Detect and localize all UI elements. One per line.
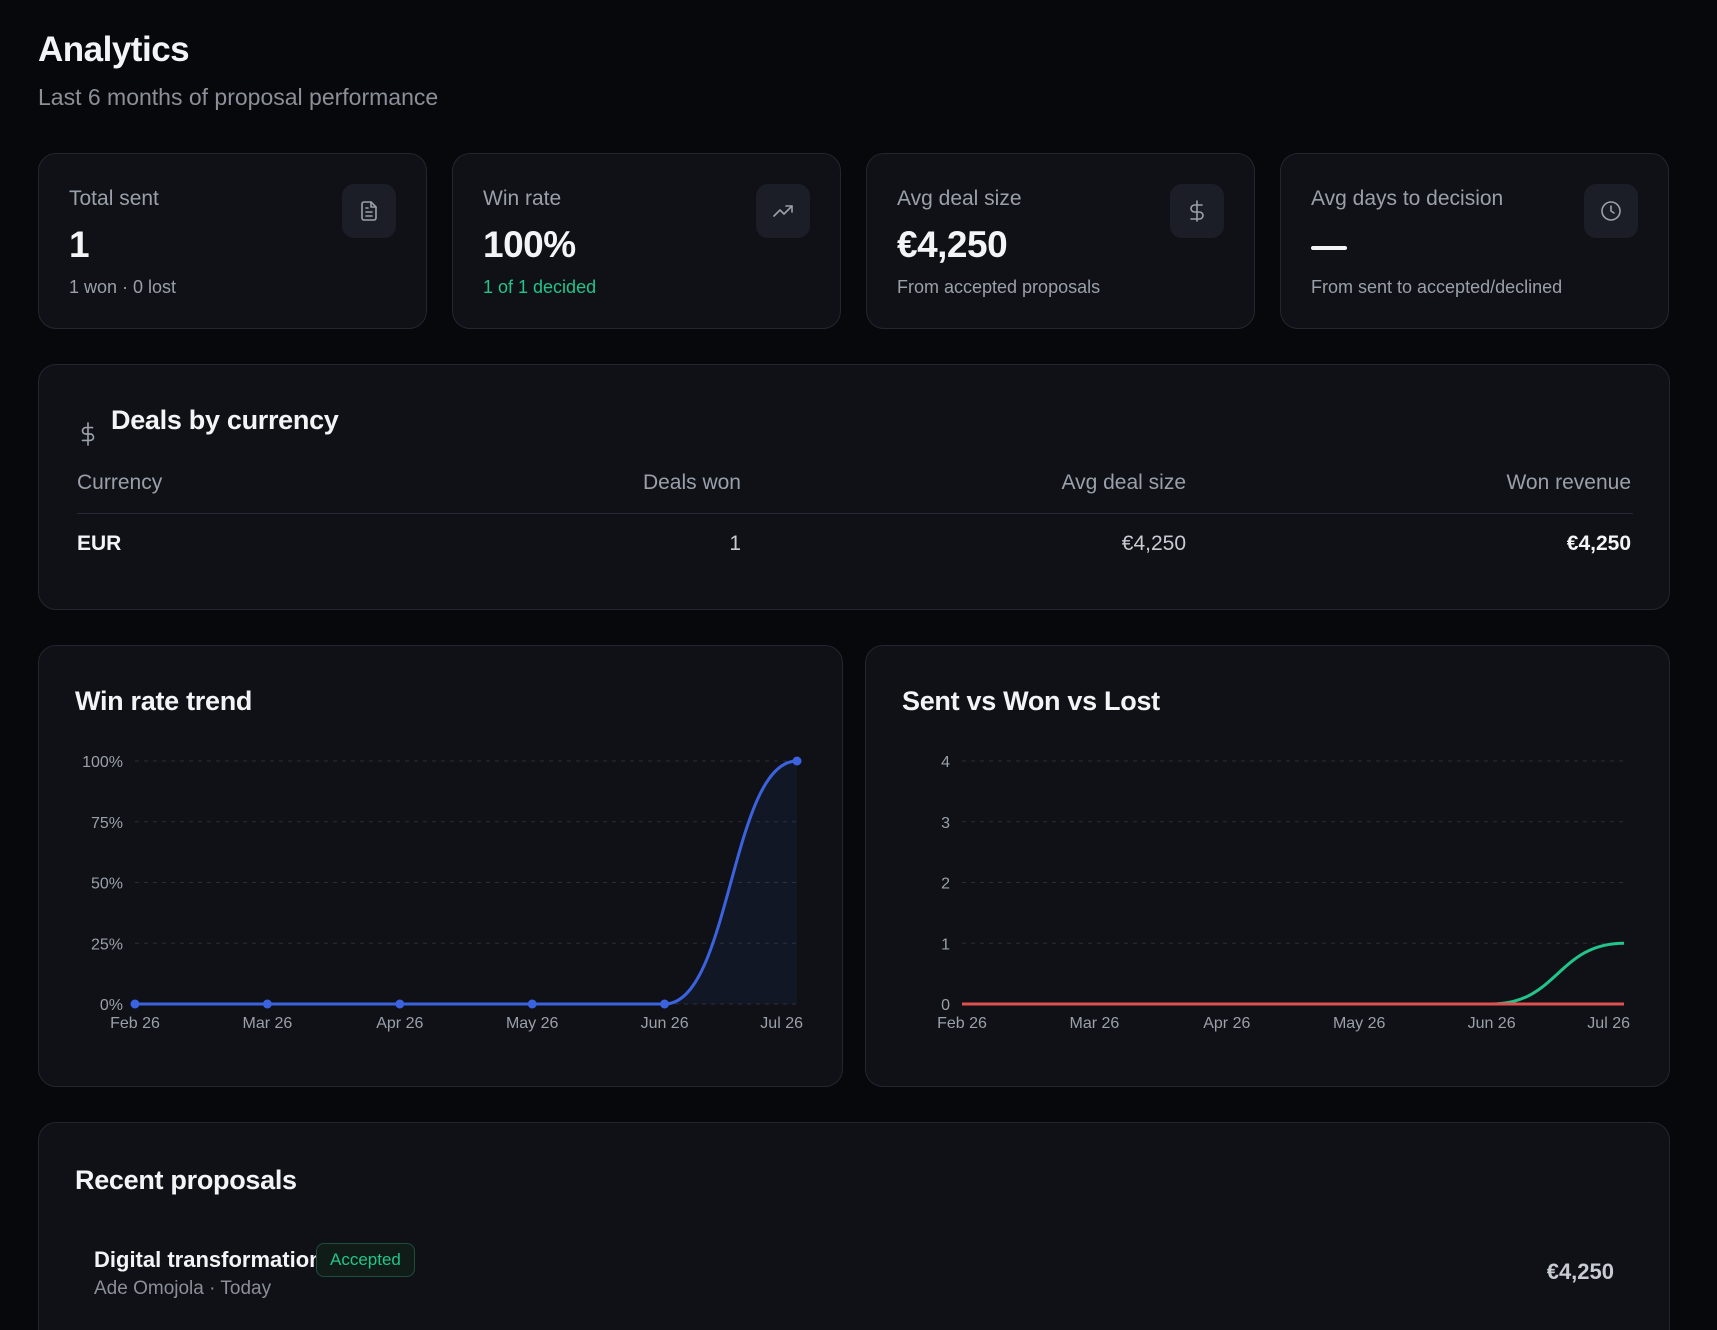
stat-label: Avg days to decision <box>1311 187 1504 210</box>
y-tick-label: 0 <box>941 997 950 1014</box>
page-subtitle: Last 6 months of proposal performance <box>38 84 439 110</box>
table-divider <box>77 513 1633 514</box>
stat-value: €4,250 <box>897 224 1008 265</box>
x-tick-label: May 26 <box>506 1015 559 1032</box>
proposal-amount: €4,250 <box>1546 1259 1614 1284</box>
stat-label: Avg deal size <box>897 187 1022 210</box>
stat-card-win-rate: Win rate 100% 1 of 1 decided <box>452 153 841 329</box>
x-tick-label: Mar 26 <box>243 1015 293 1032</box>
stat-label: Win rate <box>483 187 562 210</box>
stat-sub: 1 of 1 decided <box>483 277 597 297</box>
y-tick-label: 100% <box>82 754 123 771</box>
cell-avg-deal-size: €4,250 <box>1121 532 1186 555</box>
cell-deals-won: 1 <box>729 532 741 555</box>
data-point <box>792 756 802 766</box>
x-tick-label: Jul 26 <box>760 1015 803 1032</box>
data-point <box>130 999 140 1009</box>
x-tick-label: Jul 26 <box>1587 1015 1630 1032</box>
series-area <box>135 761 797 1004</box>
stat-sub: From sent to accepted/declined <box>1311 277 1563 297</box>
x-tick-label: Feb 26 <box>110 1015 160 1032</box>
x-tick-label: Feb 26 <box>937 1015 987 1032</box>
stat-card-avg-deal-size: Avg deal size €4,250 From accepted propo… <box>866 153 1255 329</box>
x-tick-label: Apr 26 <box>376 1015 423 1032</box>
stat-card-total-sent: Total sent 1 1 won · 0 lost <box>38 153 427 329</box>
data-point <box>527 999 537 1009</box>
section-title: Recent proposals <box>75 1165 297 1195</box>
page-title: Analytics <box>38 30 190 69</box>
y-tick-label: 50% <box>91 876 123 893</box>
trending-up-icon <box>756 184 810 238</box>
y-tick-label: 75% <box>91 815 123 832</box>
series-line <box>962 941 1625 1006</box>
x-tick-label: Jun 26 <box>1468 1015 1516 1032</box>
column-header-won-revenue: Won revenue <box>1506 471 1631 494</box>
data-point <box>660 999 670 1009</box>
data-point <box>262 999 272 1009</box>
proposal-meta: Ade Omojola · Today <box>94 1278 272 1299</box>
y-tick-label: 0% <box>100 997 123 1014</box>
cell-currency: EUR <box>77 532 122 555</box>
stat-card-avg-days: Avg days to decision From sent to accept… <box>1280 153 1669 329</box>
deals-by-currency-card: Deals by currency Currency Deals won Avg… <box>38 364 1670 610</box>
dollar-icon <box>81 422 95 446</box>
y-tick-label: 3 <box>941 815 950 832</box>
stat-value: 1 <box>69 224 90 265</box>
y-tick-label: 1 <box>941 936 950 953</box>
stat-sub: 1 won · 0 lost <box>69 277 177 297</box>
empty-value-dash <box>1311 246 1347 250</box>
win-rate-trend-card: Win rate trend 0% 25% 50% 75% 100% Feb 26 Mar … <box>38 645 843 1087</box>
status-badge: Accepted <box>316 1243 415 1277</box>
dollar-icon <box>1170 184 1224 238</box>
chart-title: Sent vs Won vs Lost <box>902 686 1160 716</box>
y-tick-label: 4 <box>941 754 950 771</box>
x-tick-label: Jun 26 <box>641 1015 689 1032</box>
stat-sub: From accepted proposals <box>897 277 1101 297</box>
column-header-deals-won: Deals won <box>642 471 741 494</box>
y-tick-label: 2 <box>941 876 950 893</box>
stat-label: Total sent <box>69 187 159 210</box>
proposal-name[interactable]: Digital transformation <box>94 1247 323 1272</box>
section-title: Deals by currency <box>111 405 339 435</box>
clock-icon <box>1584 184 1638 238</box>
document-icon <box>342 184 396 238</box>
cell-won-revenue: €4,250 <box>1566 532 1631 555</box>
stat-value: 100% <box>483 224 576 265</box>
sent-won-lost-chart: 0 1 2 3 4 Feb 26 Mar 26 Apr 26 May 26 Jun 26 Jul 2… <box>937 754 1630 1032</box>
sent-won-lost-card: Sent vs Won vs Lost 0 1 2 3 4 Feb 26 Mar 26 Apr… <box>865 645 1670 1087</box>
chart-title: Win rate trend <box>75 686 253 716</box>
data-point <box>395 999 405 1009</box>
x-tick-label: Mar 26 <box>1070 1015 1120 1032</box>
recent-proposals-card: Recent proposals Digital transformation … <box>38 1122 1670 1330</box>
column-header-currency: Currency <box>77 471 163 494</box>
column-header-avg-deal-size: Avg deal size <box>1061 471 1186 494</box>
win-rate-trend-chart: 0% 25% 50% 75% 100% Feb 26 Mar 26 Apr 26 May 26 J… <box>82 754 803 1032</box>
x-tick-label: Apr 26 <box>1203 1015 1250 1032</box>
x-tick-label: May 26 <box>1333 1015 1386 1032</box>
y-tick-label: 25% <box>91 936 123 953</box>
